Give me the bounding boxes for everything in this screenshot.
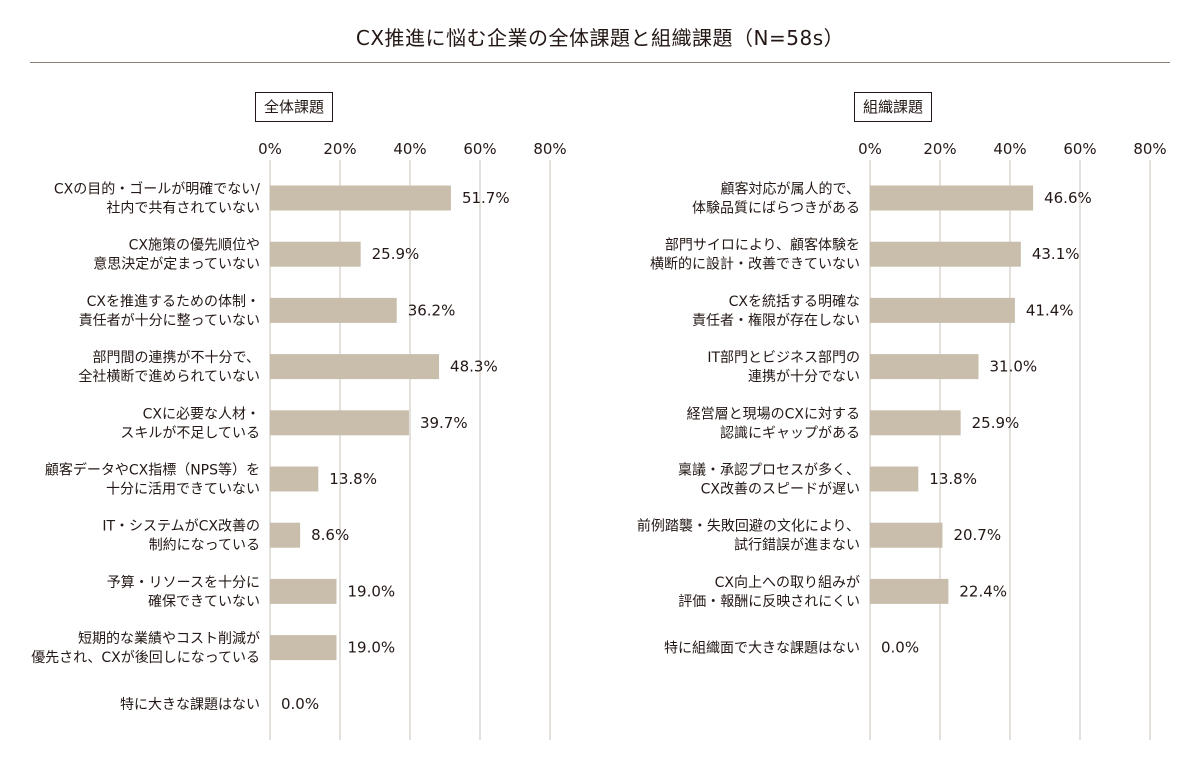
- bar: [270, 635, 337, 661]
- category-label: CXを統括する明確な: [729, 294, 860, 310]
- category-label: CX改善のスピードが遅い: [701, 482, 860, 498]
- bar: [870, 522, 943, 548]
- bar: [270, 410, 409, 436]
- value-label: 25.9%: [972, 414, 1020, 432]
- category-label: 認識にギャップがある: [720, 425, 860, 441]
- chart-main-title: CX推進に悩む企業の全体課題と組織課題（N=58s）: [355, 26, 845, 50]
- category-label: 制約になっている: [149, 538, 260, 554]
- bar: [270, 241, 361, 267]
- value-label: 25.9%: [372, 245, 420, 263]
- value-label: 22.4%: [959, 582, 1007, 600]
- category-label: IT部門とビジネス部門の: [707, 350, 860, 366]
- category-label: 評価・報酬に反映されにくい: [678, 594, 860, 610]
- category-label: 横断的に設計・改善できていない: [650, 257, 860, 273]
- category-label: 試行錯誤が進まない: [734, 538, 860, 554]
- category-label: CXの目的・ゴールが明確でない/: [54, 181, 260, 198]
- category-label: 責任者が十分に整っていない: [79, 313, 260, 329]
- x-tick-label: 40%: [393, 140, 426, 158]
- x-tick-label: 20%: [323, 140, 356, 158]
- x-tick-label: 60%: [1063, 140, 1096, 158]
- value-label: 0.0%: [881, 639, 919, 657]
- panel-title-organization: 組織課題: [854, 92, 933, 122]
- category-label: 意思決定が定まっていない: [93, 256, 260, 273]
- category-label: 優先され、CXが後回しになっている: [31, 650, 260, 666]
- chart-panel-overall: 0% 20% 40% 60% 80% 51.7% CXの目的・ゴールが明確でない/社内で共有…: [31, 140, 567, 740]
- value-label: 48.3%: [450, 358, 498, 376]
- category-label: 特に組織面で大きな課題はない: [664, 641, 860, 657]
- value-label: 13.8%: [329, 470, 377, 488]
- category-label: 前例踏襲・失敗回避の文化により、: [637, 518, 860, 535]
- category-label: 短期的な業績やコスト削減が: [78, 630, 260, 647]
- bar: [870, 297, 1015, 323]
- panel-title-overall: 全体課題: [255, 92, 334, 122]
- x-tick-label: 80%: [1133, 140, 1166, 158]
- category-label: 部門サイロにより、顧客体験を: [665, 237, 860, 254]
- category-label: 部門間の連携が不十分で、: [93, 350, 260, 366]
- bar: [270, 466, 319, 492]
- bar: [270, 297, 397, 323]
- category-label: IT・システムがCX改善の: [102, 519, 260, 535]
- category-label: 十分に活用できていない: [106, 482, 260, 498]
- bar: [270, 578, 337, 604]
- bar: [270, 522, 301, 548]
- value-label: 43.1%: [1032, 245, 1080, 263]
- category-label: CXを推進するための体制・: [87, 294, 260, 310]
- bar: [870, 241, 1021, 267]
- category-label: 予算・リソースを十分に: [107, 575, 260, 591]
- x-tick-label: 80%: [533, 140, 566, 158]
- bar: [870, 410, 961, 436]
- value-label: 51.7%: [462, 189, 510, 207]
- value-label: 31.0%: [990, 358, 1038, 376]
- bar: [870, 466, 919, 492]
- category-label: 顧客対応が属人的で、: [721, 181, 860, 198]
- category-label: 社内で共有されていない: [106, 201, 260, 217]
- bar: [870, 578, 949, 604]
- category-label: CX施策の優先順位や: [129, 237, 260, 254]
- value-label: 19.0%: [348, 639, 396, 657]
- x-tick-label: 20%: [923, 140, 956, 158]
- category-label: 稟議・承認プロセスが多く、: [678, 462, 860, 479]
- value-label: 0.0%: [281, 695, 319, 713]
- bar: [270, 354, 440, 380]
- category-label: 連携が十分でない: [748, 369, 860, 385]
- category-label: 経営層と現場のCXに対する: [687, 406, 860, 422]
- value-label: 39.7%: [420, 414, 468, 432]
- value-label: 8.6%: [311, 526, 349, 544]
- x-tick-label: 0%: [258, 140, 282, 158]
- title-divider: [30, 62, 1170, 63]
- chart-panel-organization: 0% 20% 40% 60% 80% 46.6% 顧客対応が属人的で、体験品質にばらつきがあ…: [637, 140, 1167, 740]
- x-tick-label: 40%: [993, 140, 1026, 158]
- value-label: 19.0%: [348, 582, 396, 600]
- category-label: 特に大きな課題はない: [120, 697, 260, 713]
- category-label: 全社横断で進められていない: [78, 368, 260, 385]
- category-label: 体験品質にばらつきがある: [692, 201, 860, 217]
- bar: [270, 185, 451, 211]
- category-label: スキルが不足している: [120, 425, 260, 441]
- value-label: 46.6%: [1044, 189, 1092, 207]
- x-tick-label: 60%: [463, 140, 496, 158]
- bar: [870, 354, 979, 380]
- category-label: CXに必要な人材・: [143, 406, 260, 422]
- value-label: 13.8%: [929, 470, 977, 488]
- category-label: 顧客データやCX指標（NPS等）を: [45, 462, 260, 479]
- x-tick-label: 0%: [858, 140, 882, 158]
- value-label: 36.2%: [408, 301, 456, 319]
- category-label: CX向上への取り組みが: [715, 575, 860, 591]
- value-label: 20.7%: [953, 526, 1001, 544]
- category-label: 確保できていない: [148, 594, 260, 610]
- bar: [870, 185, 1034, 211]
- value-label: 41.4%: [1026, 301, 1074, 319]
- category-label: 責任者・権限が存在しない: [692, 312, 860, 329]
